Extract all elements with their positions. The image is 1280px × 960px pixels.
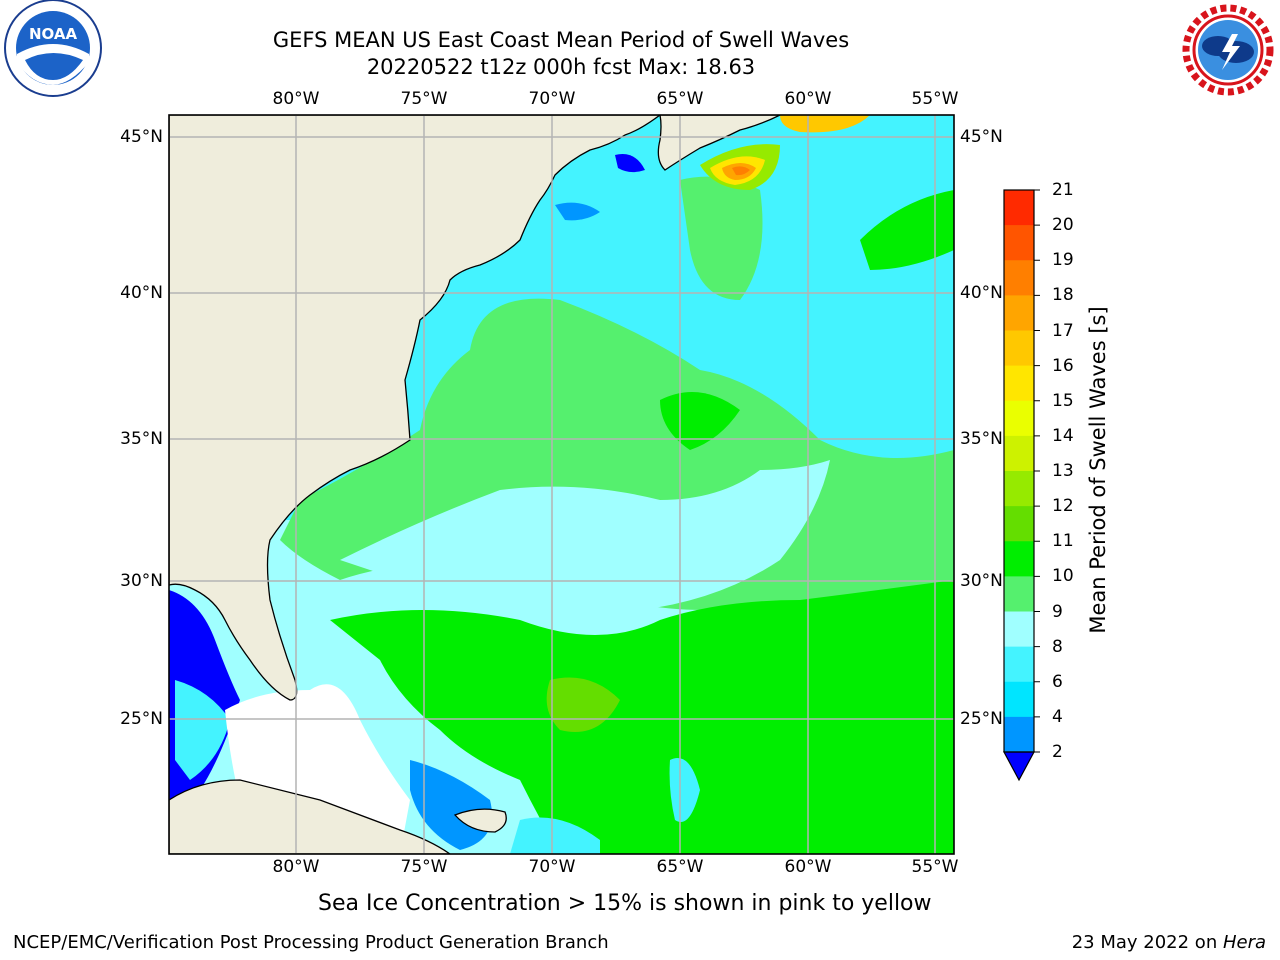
lat-label-right: 40°N	[960, 283, 1003, 303]
lon-label-bottom: 70°W	[528, 857, 576, 877]
footer-credit: NCEP/EMC/Verification Post Processing Pr…	[13, 932, 609, 953]
lon-label-top: 55°W	[911, 89, 959, 109]
contour-10s-south	[330, 580, 954, 854]
colorbar-segment	[1004, 260, 1034, 296]
colorbar-tick-label: 6	[1052, 671, 1063, 692]
colorbar-tick-label: 9	[1052, 601, 1063, 622]
lat-label-right: 35°N	[960, 429, 1003, 449]
colorbar-extend-triangle	[1002, 751, 1036, 782]
contour-14s-top	[780, 115, 870, 133]
lat-label-left: 35°N	[120, 429, 163, 449]
contour-11s-sw	[400, 632, 470, 673]
lon-label-bottom: 65°W	[656, 857, 704, 877]
colorbar-tick-label: 14	[1052, 425, 1074, 446]
colorbar-segment	[1004, 225, 1034, 261]
colorbar-tick-label: 15	[1052, 390, 1074, 411]
colorbar-segment	[1004, 646, 1034, 683]
colorbar-segment	[1004, 576, 1034, 612]
lon-label-bottom: 75°W	[400, 857, 448, 877]
noaa-logo: NOAA	[4, 0, 102, 97]
lon-label-top: 60°W	[784, 89, 832, 109]
lon-label-top: 80°W	[272, 89, 320, 109]
contour-6s-pr	[669, 758, 700, 822]
land-nova-scotia	[657, 115, 781, 171]
colorbar-tick-label: 16	[1052, 355, 1074, 376]
lon-label-bottom: 60°W	[784, 857, 832, 877]
lat-label-left: 45°N	[120, 127, 163, 147]
colorbar-tick-label: 4	[1052, 706, 1063, 727]
footer-host: Hera	[1222, 932, 1266, 953]
colorbar-segment	[1004, 471, 1034, 507]
colorbar-tick-label: 17	[1052, 320, 1074, 341]
contour-6s-south	[510, 817, 600, 854]
graticule	[169, 115, 954, 854]
colorbar-tick-label: 11	[1052, 531, 1074, 552]
lon-label-top: 70°W	[528, 89, 576, 109]
colorbar-segment	[1004, 435, 1034, 472]
map-frame	[168, 114, 955, 855]
contour-18s-ns	[732, 166, 750, 176]
colorbar-segment	[1004, 716, 1034, 753]
colorbar-tick-label: 12	[1052, 496, 1074, 517]
colorbar-tick-label: 19	[1052, 250, 1074, 271]
colorbar	[1002, 189, 1040, 782]
colorbar-tick-label: 21	[1052, 180, 1074, 200]
contour-11s-east	[860, 190, 954, 270]
colorbar-tick-label: 20	[1052, 215, 1074, 236]
footer-date: 23 May 2022 on Hera	[1072, 932, 1266, 953]
colorbar-tick-label: 18	[1052, 285, 1074, 306]
colorbar-segment	[1004, 681, 1034, 718]
chart-subtitle-run: 20220522 t12z 000h fcst Max: 18.63	[366, 55, 756, 79]
contour-9s-gom	[680, 176, 763, 300]
lat-label-right: 45°N	[960, 127, 1003, 147]
land-north-america	[169, 115, 662, 701]
lon-label-bottom: 80°W	[272, 857, 320, 877]
contour-4s-nj	[555, 202, 600, 221]
sea-ice-note: Sea Ice Concentration > 15% is shown in …	[318, 891, 932, 916]
noaa-logo-text: NOAA	[29, 25, 78, 43]
land-hispaniola	[453, 808, 507, 833]
lat-label-left: 40°N	[120, 283, 163, 303]
colorbar-segment	[1004, 330, 1034, 367]
lon-label-top: 65°W	[656, 89, 704, 109]
colorbar-tick-label: 13	[1052, 461, 1074, 481]
chart-title: GEFS MEAN US East Coast Mean Period of S…	[272, 28, 850, 52]
lon-label-bottom: 55°W	[911, 857, 959, 877]
lat-label-left: 30°N	[120, 571, 163, 591]
contour-6s-gulf	[175, 680, 230, 780]
nws-logo	[1182, 4, 1274, 96]
contour-4s-maine	[615, 154, 645, 173]
colorbar-tick-label: 8	[1052, 636, 1063, 657]
lat-label-right: 30°N	[960, 571, 1003, 591]
lat-label-left: 25°N	[120, 709, 163, 729]
lat-label-right: 25°N	[960, 709, 1003, 729]
colorbar-segment	[1004, 400, 1034, 437]
land-cuba	[169, 779, 452, 854]
colorbar-segment	[1004, 295, 1034, 331]
colorbar-segment	[1004, 365, 1034, 402]
colorbar-title: Mean Period of Swell Waves [s]	[1086, 306, 1110, 634]
lon-label-top: 75°W	[400, 89, 448, 109]
colorbar-segment	[1004, 190, 1034, 226]
colorbar-tick-label: 2	[1052, 742, 1063, 762]
colorbar-tick-label: 10	[1052, 566, 1074, 587]
footer-date-text: 23 May 2022 on	[1071, 932, 1223, 953]
colorbar-segment	[1004, 541, 1034, 577]
colorbar-segment	[1004, 506, 1034, 542]
colorbar-segment	[1004, 611, 1034, 648]
contour-7s-pool	[340, 460, 830, 610]
